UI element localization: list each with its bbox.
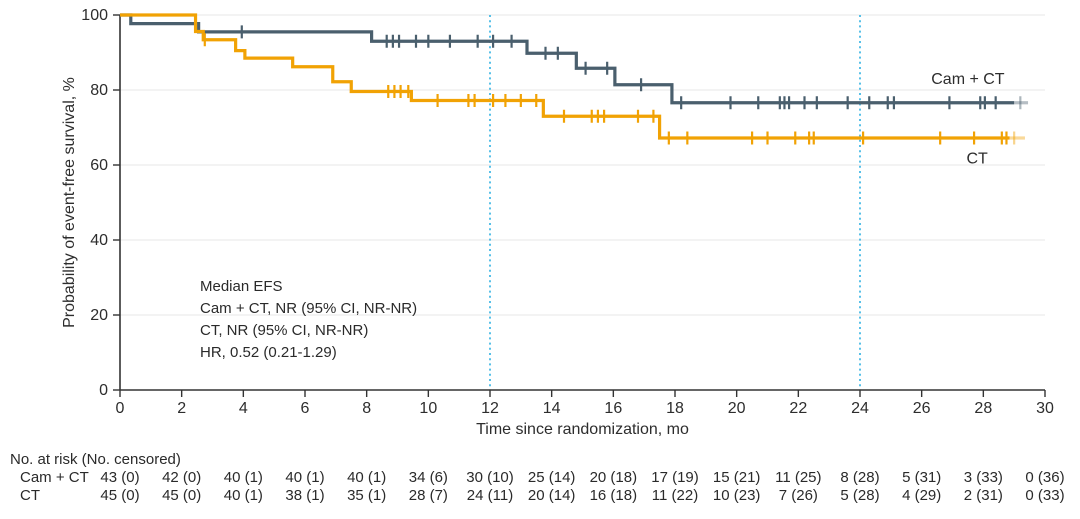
risk-cell: 17 (19) bbox=[651, 469, 699, 486]
risk-table-header: No. at risk (No. censored) bbox=[10, 451, 181, 468]
x-axis-title: Time since randomization, mo bbox=[476, 421, 689, 438]
x-tick-label-26: 26 bbox=[913, 400, 931, 417]
risk-cell: 5 (28) bbox=[840, 487, 880, 504]
series-label-camct: Cam + CT bbox=[931, 71, 1005, 88]
x-tick-label-8: 8 bbox=[362, 400, 371, 417]
risk-cell: 16 (18) bbox=[589, 487, 638, 504]
x-tick-label-30: 30 bbox=[1036, 400, 1054, 417]
risk-cell: 20 (18) bbox=[589, 469, 638, 486]
x-tick-label-12: 12 bbox=[481, 400, 499, 417]
x-tick-label-6: 6 bbox=[301, 400, 310, 417]
risk-cell: 11 (25) bbox=[775, 469, 822, 486]
risk-cell: 25 (14) bbox=[527, 469, 576, 486]
risk-cell: 7 (26) bbox=[778, 487, 818, 504]
km-chart: 0 2 4 6 8 10 12 14 16 18 20 22 24 26 28 30020406080100T… bbox=[61, 7, 1054, 438]
risk-cell: 40 (1) bbox=[347, 469, 387, 486]
y-axis-title: Probability of event-free survival, % bbox=[61, 77, 78, 328]
y-tick-label-40: 40 bbox=[90, 232, 108, 249]
risk-cell: 20 (14) bbox=[527, 487, 576, 504]
y-tick-label-100: 100 bbox=[81, 7, 108, 24]
x-tick-label-16: 16 bbox=[604, 400, 622, 417]
y-tick-label-80: 80 bbox=[90, 82, 108, 99]
risk-cell: 40 (1) bbox=[223, 469, 263, 486]
risk-cell: 28 (7) bbox=[408, 487, 448, 504]
risk-cell: 0 (33) bbox=[1025, 487, 1065, 504]
risk-cell: 4 (29) bbox=[902, 487, 942, 504]
risk-cell: 40 (1) bbox=[223, 487, 263, 504]
annotation-line-4: HR, 0.52 (0.21-1.29) bbox=[200, 344, 337, 361]
series-label-ct: CT bbox=[967, 150, 989, 167]
risk-cell: 42 (0) bbox=[162, 469, 202, 486]
risk-cell: 30 (10) bbox=[466, 469, 514, 486]
y-tick-label-20: 20 bbox=[90, 307, 108, 324]
risk-cell: 45 (0) bbox=[162, 487, 202, 504]
km-curve-camct bbox=[120, 13, 1015, 105]
risk-cell: 2 (31) bbox=[963, 487, 1003, 504]
x-tick-label-20: 20 bbox=[728, 400, 746, 417]
x-tick-label-22: 22 bbox=[789, 400, 807, 417]
risk-cell: 24 (11) bbox=[466, 487, 514, 504]
median-efs-annotation: Median EFS Cam + CT, NR (95% CI, NR-NR) … bbox=[200, 276, 417, 364]
x-tick-label-0: 0 bbox=[116, 400, 125, 417]
y-tick-label-0: 0 bbox=[99, 382, 108, 399]
risk-row-label-camct: Cam + CT bbox=[20, 469, 89, 486]
risk-cell: 10 (23) bbox=[712, 487, 761, 504]
risk-cell: 11 (22) bbox=[651, 487, 699, 504]
annotation-line-1: Median EFS bbox=[200, 278, 283, 295]
x-tick-label-28: 28 bbox=[974, 400, 992, 417]
risk-cell: 35 (1) bbox=[347, 487, 387, 504]
risk-cell: 43 (0) bbox=[100, 469, 140, 486]
risk-cell: 5 (31) bbox=[902, 469, 942, 486]
annotation-line-2: Cam + CT, NR (95% CI, NR-NR) bbox=[200, 300, 418, 317]
risk-cell: 40 (1) bbox=[285, 469, 325, 486]
risk-cell: 3 (33) bbox=[963, 469, 1003, 486]
x-tick-label-24: 24 bbox=[851, 400, 869, 417]
x-tick-label-4: 4 bbox=[239, 400, 248, 417]
risk-row-label-ct: CT bbox=[20, 487, 40, 504]
risk-cell: 38 (1) bbox=[285, 487, 325, 504]
risk-cell: 34 (6) bbox=[408, 469, 448, 486]
risk-cell: 15 (21) bbox=[712, 469, 761, 486]
x-tick-label-2: 2 bbox=[177, 400, 186, 417]
risk-cell: 45 (0) bbox=[100, 487, 140, 504]
annotation-line-3: CT, NR (95% CI, NR-NR) bbox=[200, 322, 369, 339]
x-tick-label-18: 18 bbox=[666, 400, 684, 417]
y-tick-label-60: 60 bbox=[90, 157, 108, 174]
x-tick-label-10: 10 bbox=[419, 400, 437, 417]
risk-cell: 0 (36) bbox=[1025, 469, 1065, 486]
risk-cell: 8 (28) bbox=[840, 469, 880, 486]
x-tick-label-14: 14 bbox=[543, 400, 561, 417]
km-curve-ct bbox=[120, 13, 1010, 140]
